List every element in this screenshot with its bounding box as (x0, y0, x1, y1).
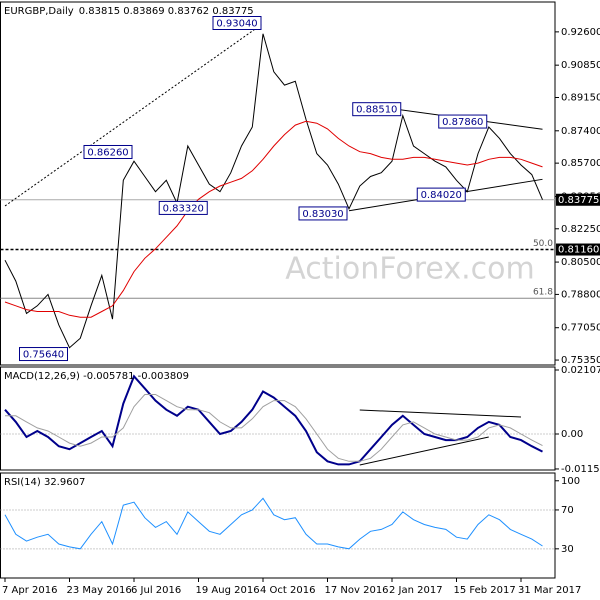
y-tick-label: 0.00 (561, 429, 583, 440)
x-tick-label: 4 Oct 2016 (260, 585, 315, 596)
annotation-box (83, 144, 133, 159)
panel-subtitle: 0.83815 0.83869 0.83762 0.83775 (79, 6, 254, 17)
panel-frame (0, 366, 556, 471)
annotation-label: 0.75640 (23, 350, 64, 361)
y-tick-label: 0.89150 (561, 93, 600, 104)
annotation-label: 0.83030 (302, 209, 343, 220)
annotation-box (158, 200, 208, 215)
x-tick-label: 31 Mar 2017 (518, 585, 581, 596)
annotation-box (352, 102, 402, 117)
trend-line (359, 409, 522, 418)
annotation-label: 0.93040 (216, 18, 257, 29)
annotation-label: 0.86260 (87, 147, 128, 158)
annotation-box (19, 347, 68, 362)
series-line (5, 394, 543, 462)
y-tick-label: 0.78800 (561, 289, 600, 300)
annotation-box (416, 187, 466, 202)
y-tick-label: 0.021074 (561, 365, 600, 376)
y-tick-label: 0.82250 (561, 224, 600, 235)
annotation-box (298, 206, 348, 221)
trend-line (4, 23, 264, 207)
panel-title: MACD(12,26,9) -0.005781 -0.003809 (4, 371, 189, 382)
last-price-box (556, 193, 600, 206)
annotation-box (438, 114, 488, 129)
annotation-label: 0.87860 (442, 117, 483, 128)
x-tick-label: 7 Apr 2016 (2, 585, 57, 596)
price-label: 0.81160 (558, 245, 599, 256)
trend-line (359, 436, 489, 466)
series-line (4, 374, 543, 466)
annotation-label: 0.84020 (421, 190, 462, 201)
y-tick-label: 70 (561, 505, 574, 516)
watermark: ActionForex.com (285, 252, 534, 287)
y-tick-label: 100 (561, 476, 580, 487)
y-tick-label: 0.92600 (561, 27, 600, 38)
level-label: 50.0 (533, 239, 553, 249)
y-tick-label: 0.77050 (561, 323, 600, 334)
y-tick-label: 0.80500 (561, 257, 600, 268)
level-label: 61.8 (533, 288, 553, 298)
x-tick-label: 2 Jan 2017 (389, 585, 443, 596)
x-tick-label: 15 Feb 2017 (454, 585, 516, 596)
annotation-label: 0.83320 (163, 203, 204, 214)
panel-frame (0, 1, 556, 366)
y-tick-label: 30 (561, 544, 574, 555)
panel-title: RSI(14) 32.9607 (4, 477, 85, 488)
series-line (4, 120, 543, 318)
series-line (4, 33, 543, 349)
panel-title-text: RSI(14) 32.9607 (4, 477, 85, 488)
panel-frame (0, 472, 556, 579)
y-tick-label: 0.75350 (561, 355, 600, 366)
x-tick-label: 17 Nov 2016 (325, 585, 389, 596)
panel-title-text: EURGBP,Daily (4, 6, 74, 17)
annotation-box (212, 15, 262, 30)
y-tick-label: 0.87400 (561, 126, 600, 137)
price-label-box (556, 243, 600, 256)
y-tick-label: 0.90850 (561, 60, 600, 71)
x-tick-label: 23 May 2016 (67, 585, 132, 596)
x-tick-label: 19 Aug 2016 (196, 585, 260, 596)
y-tick-label: 0.85700 (561, 158, 600, 169)
annotation-label: 0.88510 (356, 105, 397, 116)
series-line (4, 497, 543, 550)
y-tick-label: -0.011507 (561, 464, 600, 475)
panel-title-text: MACD(12,26,9) -0.005781 -0.003809 (4, 371, 189, 382)
last-price-label: 0.83775 (558, 195, 599, 206)
panel-title: EURGBP,Daily 0.83815 0.83869 0.83762 0.83… (4, 6, 254, 17)
x-tick-label: 6 Jul 2016 (131, 585, 181, 596)
